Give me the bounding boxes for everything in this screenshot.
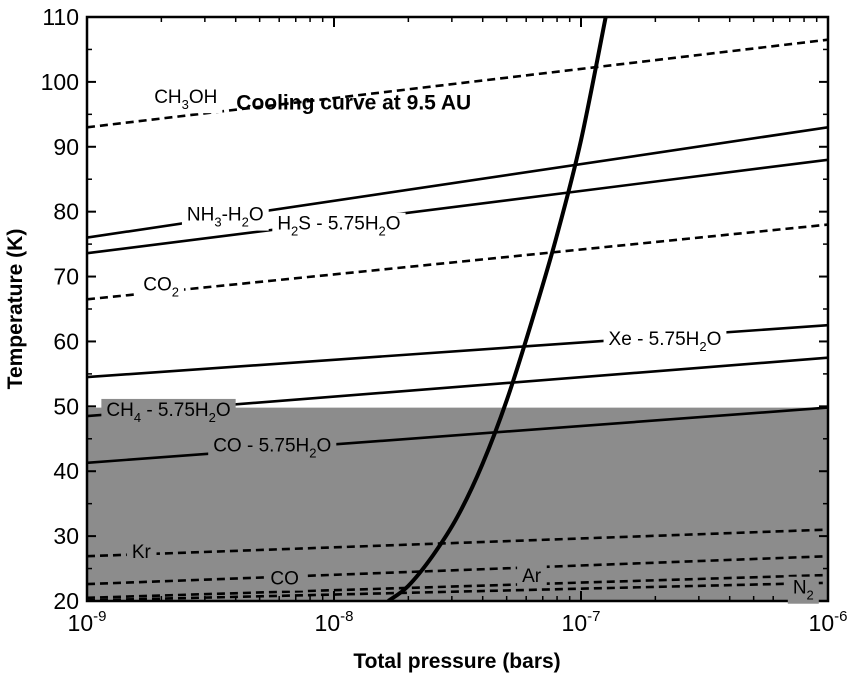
x-tick-label: 10-7 bbox=[562, 608, 601, 636]
series-line-h2s-5-75h2o bbox=[87, 158, 828, 255]
y-tick-label: 90 bbox=[53, 134, 79, 160]
series-label-bg bbox=[517, 565, 547, 589]
series-label-bg bbox=[265, 567, 304, 591]
series-label-co: CO bbox=[270, 569, 299, 590]
series-label-bg bbox=[208, 434, 337, 462]
cooling-curve-label: Cooling curve at 9.5 AU bbox=[236, 91, 471, 114]
y-tick-label: 40 bbox=[53, 458, 79, 484]
y-tick-label: 60 bbox=[53, 328, 79, 354]
series-label-bg bbox=[787, 576, 819, 604]
series-label-bg bbox=[603, 328, 727, 356]
series-label-co-5-75h2o: CO - 5.75H2O bbox=[213, 436, 331, 461]
x-tick-label: 10-8 bbox=[315, 608, 354, 636]
x-axis-title: Total pressure (bars) bbox=[353, 650, 560, 673]
series-label-bg bbox=[138, 273, 184, 301]
series-label-ch4-5-75h2o: CH4 - 5.75H2O bbox=[106, 400, 230, 425]
series-line-co2 bbox=[87, 223, 828, 301]
x-tick-label: 10-9 bbox=[68, 608, 107, 636]
series-label-co2: CO2 bbox=[143, 275, 179, 300]
y-tick-label: 80 bbox=[53, 199, 79, 225]
series-line-co bbox=[87, 554, 828, 586]
y-tick-label: 30 bbox=[53, 523, 79, 549]
series-labels: CH3OH NH3-H2O H2S - 5.75H2O CO2 Xe - 5.75H2O… bbox=[101, 86, 819, 604]
series-label-bg bbox=[126, 541, 157, 565]
series-line-kr bbox=[87, 528, 828, 558]
cooling-curve-line bbox=[387, 17, 608, 601]
axis-ticks: 20 30 40 50 60 70 80 90 100 110 10-9 10-8 10-7 10-6 bbox=[41, 4, 848, 636]
series-label-bg bbox=[272, 212, 406, 240]
series-label-n2: N2 bbox=[793, 578, 814, 603]
shaded-region bbox=[87, 407, 828, 601]
series-label-nh3-h2o: NH3-H2O bbox=[187, 205, 264, 230]
y-axis-title: Temperature (K) bbox=[4, 229, 27, 390]
series-label-bg bbox=[149, 86, 223, 114]
y-tick-label: 50 bbox=[53, 393, 79, 419]
series-line-ar bbox=[87, 573, 828, 600]
x-tick-label: 10-6 bbox=[809, 608, 848, 636]
series-line-n2 bbox=[87, 581, 828, 601]
series-label-ar: Ar bbox=[522, 566, 542, 587]
y-tick-label: 110 bbox=[42, 4, 79, 30]
y-tick-label: 100 bbox=[41, 69, 79, 95]
series-label-ch3oh: CH3OH bbox=[154, 87, 217, 112]
series-label-bg bbox=[101, 398, 236, 426]
y-tick-label: 20 bbox=[53, 588, 79, 614]
series-label-h2s-5-75h2o: H2S - 5.75H2O bbox=[277, 214, 400, 239]
series-label-bg bbox=[181, 203, 269, 231]
series-label-kr: Kr bbox=[132, 542, 152, 563]
series-label-xe-5-75h2o: Xe - 5.75H2O bbox=[609, 329, 722, 354]
y-tick-label: 70 bbox=[53, 264, 79, 290]
